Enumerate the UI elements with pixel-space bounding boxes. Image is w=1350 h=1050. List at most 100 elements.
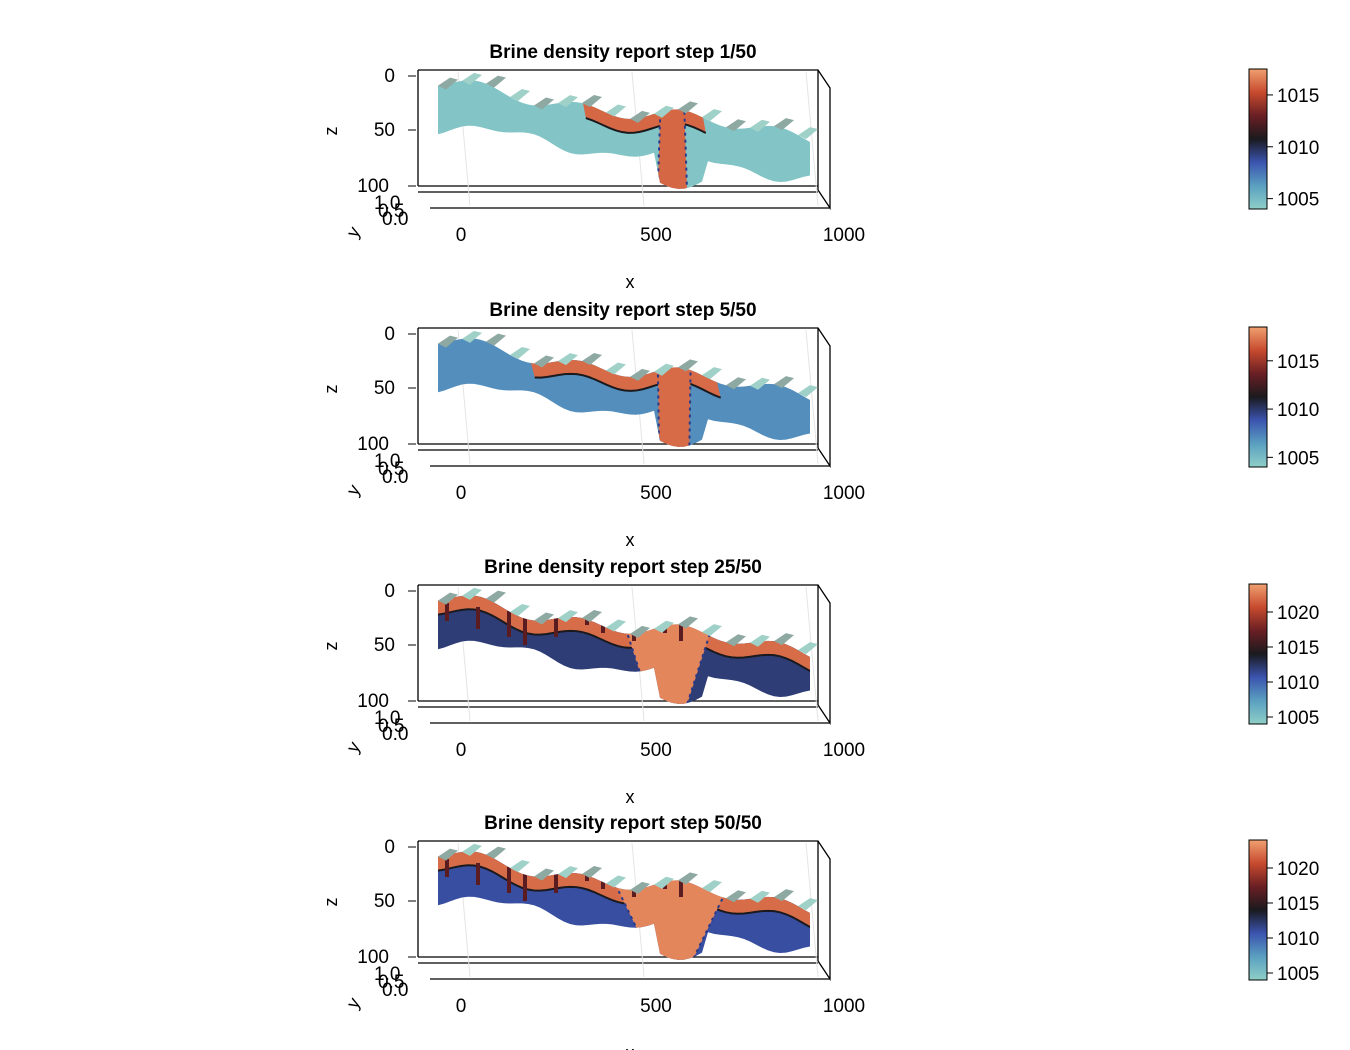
z-tick-label: 50 — [374, 891, 395, 912]
y-axis-label: y — [342, 481, 364, 499]
surface-facet — [486, 846, 506, 859]
surface-relief — [438, 72, 818, 140]
colorbar-tick-label: 1020 — [1277, 603, 1319, 624]
x-tick-label: 1000 — [823, 996, 865, 1017]
colorbar-tick-label: 1015 — [1277, 894, 1319, 915]
density-front — [438, 864, 810, 928]
colorbar-gradient — [1248, 68, 1268, 210]
surface-facet — [486, 333, 506, 346]
colorbar-tick-label: 1010 — [1277, 138, 1319, 159]
colorbar-tick-label: 1015 — [1277, 352, 1319, 373]
chart-title: Brine density report step 25/50 — [484, 557, 762, 578]
density-background — [438, 338, 810, 447]
colorbar-gradient — [1248, 326, 1268, 468]
density-front — [438, 608, 810, 672]
x-tick-label: 1000 — [823, 740, 865, 761]
surface-facet — [630, 625, 650, 638]
x-axis-label: x — [626, 530, 635, 550]
surface-facet — [654, 876, 674, 889]
z-tick-label: 50 — [374, 120, 395, 141]
surface-facet — [630, 881, 650, 894]
colorbar: 1005 1010 1015 — [1248, 68, 1319, 211]
colorbar: 1005 1010 1015 — [1248, 326, 1319, 469]
surface-facet — [582, 866, 602, 879]
surface-facet — [462, 72, 482, 85]
surface-facet — [702, 880, 722, 893]
colorbar-tick-label: 1020 — [1277, 859, 1319, 880]
surface-facet — [726, 634, 746, 647]
density-finger — [445, 859, 449, 877]
z-tick-label: 100 — [357, 691, 389, 712]
axis-frame — [417, 584, 831, 726]
x-tick-label: 500 — [640, 740, 672, 761]
surface-relief — [438, 330, 818, 398]
density-finger — [523, 615, 527, 645]
chart-title: Brine density report step 1/50 — [489, 42, 756, 63]
x-tick-label: 0 — [456, 996, 467, 1017]
surface-facet — [630, 368, 650, 381]
density-finger — [507, 867, 511, 893]
density-finger — [757, 603, 761, 629]
z-tick-label: 100 — [357, 176, 389, 197]
density-section — [438, 851, 810, 960]
y-tick-label: 1.0 — [374, 451, 400, 472]
surface-facet — [798, 127, 818, 140]
density-finger — [788, 863, 792, 893]
surface-facet — [798, 642, 818, 655]
surface-facet — [678, 616, 698, 629]
density-finger — [476, 863, 480, 885]
z-tick-label: 0 — [384, 837, 395, 858]
surface-facet — [678, 101, 698, 114]
surface-facet — [726, 890, 746, 903]
surface-facet — [606, 619, 626, 632]
y-tick-label: 1.0 — [374, 708, 400, 729]
surface-facet — [702, 624, 722, 637]
surface-facet — [582, 353, 602, 366]
surface-facet — [654, 105, 674, 118]
x-tick-label: 0 — [456, 740, 467, 761]
z-tick-label: 0 — [384, 581, 395, 602]
surface-facet — [438, 335, 458, 348]
surface-facet — [558, 610, 578, 623]
surface-facet — [558, 866, 578, 879]
z-tick-label: 50 — [374, 378, 395, 399]
z-axis-label: z — [321, 898, 341, 907]
x-axis-label: x — [626, 787, 635, 807]
surface-facet — [510, 603, 530, 616]
surface-facet — [486, 590, 506, 603]
x-axis-label: x — [626, 1043, 635, 1050]
density-finger — [476, 607, 480, 629]
panel-1: Brine density report step 1/500501001.00… — [321, 42, 865, 292]
density-section — [438, 338, 810, 447]
y-tick-label: 0.0 — [382, 724, 408, 745]
surface-facet — [774, 118, 794, 131]
colorbar-tick-label: 1010 — [1277, 673, 1319, 694]
density-plume — [656, 84, 689, 189]
surface-facet — [582, 95, 602, 108]
z-axis-label: z — [321, 385, 341, 394]
surface-facet — [462, 587, 482, 600]
z-axis-label: z — [321, 127, 341, 136]
colorbar: 1005 1010 1015 1020 — [1248, 839, 1319, 985]
surface-facet — [774, 376, 794, 389]
surface-facet — [702, 367, 722, 380]
z-tick-label: 100 — [357, 434, 389, 455]
colorbar-tick-label: 1005 — [1277, 708, 1319, 729]
density-spreading-layer — [438, 595, 810, 672]
y-tick-label: 0.0 — [382, 467, 408, 488]
surface-facet — [534, 355, 554, 368]
x-tick-label: 1000 — [823, 483, 865, 504]
chart-title: Brine density report step 50/50 — [484, 813, 762, 834]
colorbar: 1005 1010 1015 1020 — [1248, 583, 1319, 729]
density-front — [585, 117, 707, 134]
x-tick-label: 500 — [640, 483, 672, 504]
colorbar-tick-label: 1010 — [1277, 929, 1319, 950]
density-finger — [741, 615, 745, 637]
density-finger — [741, 871, 745, 893]
x-tick-label: 0 — [456, 483, 467, 504]
density-section — [438, 80, 810, 189]
surface-facet — [750, 119, 770, 132]
density-finger — [554, 603, 558, 637]
density-finger — [445, 603, 449, 621]
